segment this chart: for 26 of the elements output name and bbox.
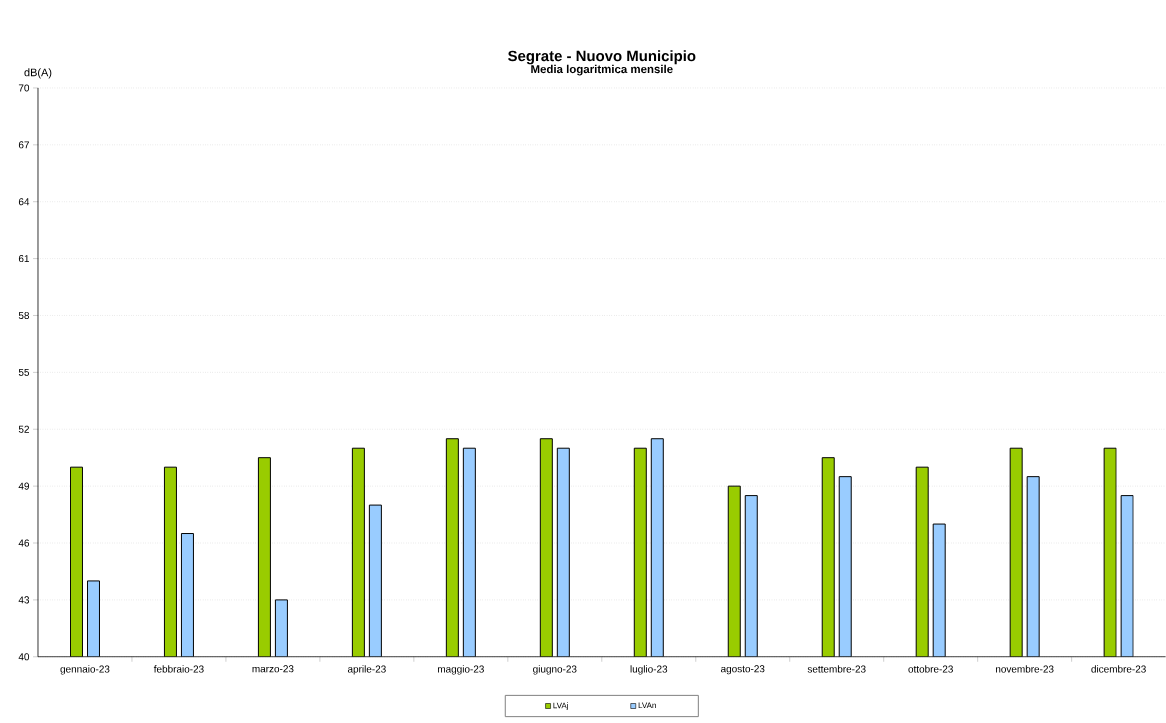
y-tick-label: 58 bbox=[18, 312, 30, 320]
y-tick-label: 70 bbox=[18, 84, 30, 92]
y-tick-label: 61 bbox=[18, 255, 29, 263]
x-tick-label: settembre-23 bbox=[807, 665, 866, 673]
chart-title: Segrate - Nuovo Municipio bbox=[508, 50, 696, 65]
x-tick-label: maggio-23 bbox=[437, 665, 484, 675]
y-tick-label: 49 bbox=[18, 482, 30, 490]
x-tick-label: ottobre-23 bbox=[908, 665, 953, 673]
y-tick-label: 64 bbox=[18, 198, 30, 206]
y-tick-label: 46 bbox=[18, 539, 30, 547]
y-tick-label: 67 bbox=[18, 141, 29, 149]
x-tick-label: luglio-23 bbox=[630, 665, 668, 675]
x-tick-label: giugno-23 bbox=[533, 665, 577, 675]
x-tick-label: novembre-23 bbox=[995, 665, 1054, 673]
x-tick-label: dicembre-23 bbox=[1091, 665, 1146, 673]
x-tick-label: agosto-23 bbox=[721, 665, 765, 675]
x-tick-label: marzo-23 bbox=[252, 665, 294, 673]
y-tick-label: 55 bbox=[18, 369, 30, 376]
y-tick-label: 43 bbox=[18, 596, 30, 604]
y-axis-title: dB(A) bbox=[24, 68, 52, 79]
y-tick-label: 40 bbox=[18, 653, 30, 661]
x-tick-label: aprile-23 bbox=[347, 665, 386, 675]
y-tick-label: 52 bbox=[18, 425, 29, 433]
x-tick-label: febbraio-23 bbox=[153, 665, 204, 673]
chart-subtitle: Media logaritmica mensile bbox=[531, 64, 673, 76]
x-tick-label: gennaio-23 bbox=[60, 665, 110, 675]
